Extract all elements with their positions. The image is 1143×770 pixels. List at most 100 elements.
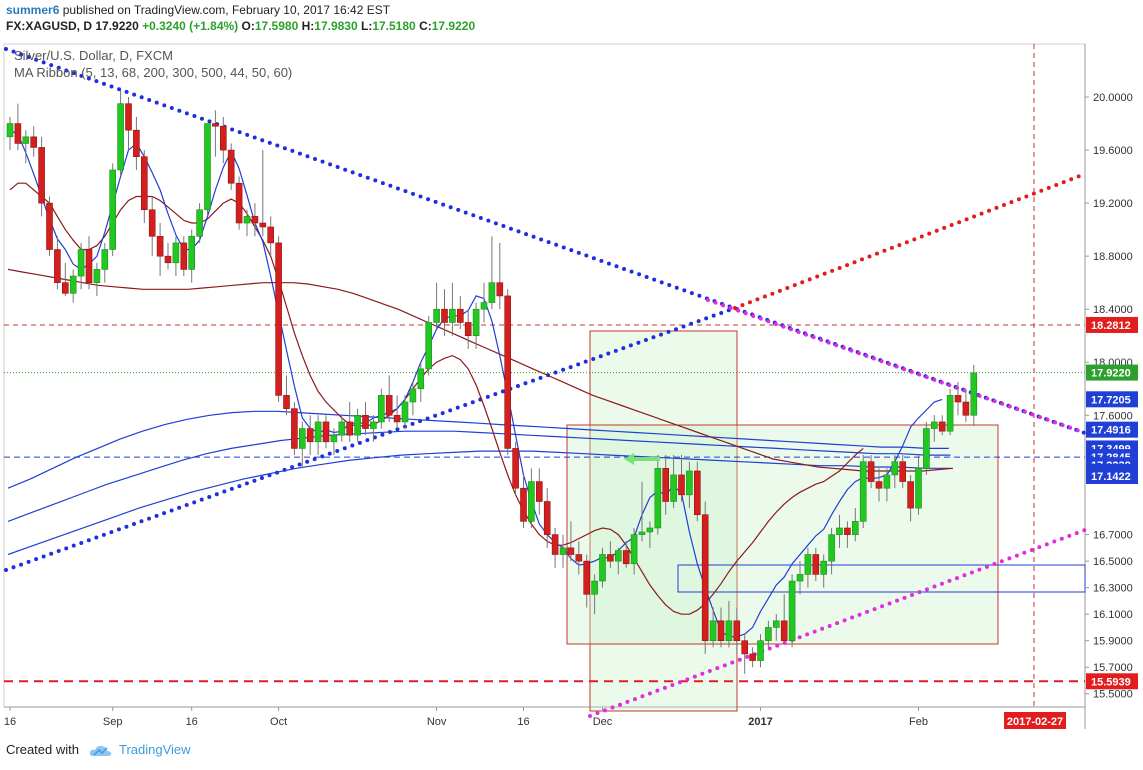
trendline-red-projection [733, 172, 1087, 310]
candle [54, 249, 61, 283]
x-tick-label: 16 [186, 716, 198, 728]
price-label-box [1086, 316, 1138, 333]
candles-group [6, 90, 978, 674]
candle [646, 527, 654, 533]
candle [844, 527, 851, 535]
candle [528, 481, 535, 522]
close-value: 17.9220 [431, 19, 476, 33]
candle [204, 123, 211, 211]
ma-300-line [7, 430, 951, 522]
candle [77, 249, 85, 277]
drawing-box-dec [589, 330, 738, 712]
tradingview-logo-text[interactable]: TradingView [118, 742, 191, 757]
candle [733, 620, 741, 641]
low-label: L: [361, 19, 373, 33]
y-tick-label: 18.4000 [1093, 304, 1133, 316]
candle [101, 249, 109, 270]
candle [670, 474, 677, 502]
y-tick-label: 15.9000 [1093, 636, 1133, 648]
candle [85, 249, 93, 283]
candle [567, 547, 575, 555]
candle [93, 269, 101, 283]
candle [614, 550, 622, 562]
candle [504, 295, 512, 449]
candle [946, 395, 954, 432]
cursor-date-label: 2017-02-27 [1007, 716, 1063, 728]
candle [267, 226, 275, 244]
candle [915, 468, 922, 509]
open-label: O: [241, 19, 255, 33]
candle [172, 242, 180, 264]
candle [780, 620, 788, 641]
y-tick-label: 20.0000 [1093, 92, 1133, 104]
candle [354, 414, 361, 436]
candle [749, 653, 756, 661]
last-price: 17.9220 [95, 19, 139, 33]
candle [820, 560, 828, 575]
candle [220, 125, 227, 151]
candle [275, 242, 282, 396]
candle [662, 468, 670, 502]
candle [701, 514, 709, 642]
candle [61, 282, 69, 294]
candle [14, 123, 22, 144]
y-tick-label: 19.2000 [1093, 198, 1133, 210]
x-tick-label: Sep [103, 716, 123, 728]
high-label: H: [301, 19, 315, 33]
ma-200-line [7, 410, 949, 489]
candle [22, 136, 30, 144]
x-tick-label: Nov [427, 716, 447, 728]
candle [788, 580, 796, 642]
footer: Created with TradingView [6, 742, 191, 757]
x-tick-label: 16 [517, 716, 529, 728]
candle [235, 182, 243, 224]
y-tick-label: 15.5000 [1093, 689, 1133, 701]
drawing-arrow-head [624, 453, 634, 465]
candle [30, 136, 38, 148]
candle [417, 368, 425, 390]
y-tick-label: 17.6000 [1093, 410, 1133, 422]
published-text: published on TradingView.com, February 1… [62, 3, 391, 17]
created-with-text: Created with [6, 742, 79, 757]
candle [630, 534, 638, 565]
candle [836, 527, 843, 535]
candle [441, 308, 448, 323]
low-value: 17.5180 [372, 19, 416, 33]
trendline-blue-descending [4, 47, 1087, 435]
price-label-box [1086, 364, 1138, 381]
candle [322, 421, 330, 443]
candle [765, 627, 772, 642]
candle [188, 235, 195, 270]
symbol-label: FX:XAGUSD, D [6, 19, 93, 33]
candle [591, 580, 598, 595]
candle [385, 395, 393, 416]
y-tick-label: 16.7000 [1093, 530, 1133, 542]
candle [812, 554, 820, 575]
candle [212, 123, 219, 127]
candle [370, 421, 377, 429]
ma-68-line [7, 268, 954, 472]
price-label-box [1086, 673, 1138, 690]
ma-500-line [7, 450, 952, 556]
candle [575, 554, 583, 562]
high-value: 17.9830 [314, 19, 358, 33]
x-tick-label: Dec [593, 716, 613, 728]
candle [551, 534, 559, 555]
price-chart[interactable]: Silver/U.S. Dollar, D, FXCM MA Ribbon (5,… [0, 40, 1143, 740]
candle [693, 470, 701, 516]
x-tick-label: 2017 [748, 716, 772, 728]
open-value: 17.5980 [254, 19, 299, 33]
candle [583, 560, 591, 595]
cursor-date-box [1004, 712, 1066, 729]
candle [472, 308, 480, 337]
candle [859, 461, 867, 522]
candle [449, 308, 456, 323]
candle [520, 487, 527, 522]
candle [156, 235, 164, 257]
price-label-text: 15.5939 [1091, 676, 1131, 688]
x-tick-label: Feb [909, 716, 928, 728]
candle [907, 481, 914, 509]
author-name[interactable]: summer6 [6, 3, 60, 17]
candle [6, 123, 14, 138]
candle [772, 620, 780, 628]
